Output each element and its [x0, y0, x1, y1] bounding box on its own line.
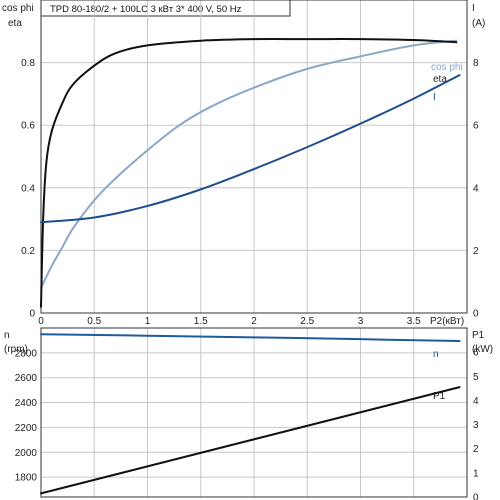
series-line-n	[40, 333, 461, 343]
series-line-eta	[40, 38, 458, 308]
right-axis-label-current: I	[472, 3, 475, 14]
bottom-left-axis-label: n	[4, 330, 10, 341]
series-line-p1	[40, 386, 461, 495]
top-right-tick-label: 4	[473, 183, 479, 194]
x-tick-label: 3	[358, 316, 364, 327]
left-axis-label-eta: eta	[8, 18, 22, 29]
bottom-left-tick-label: 1800	[15, 473, 38, 484]
bottom-right-axis-label: P1	[472, 330, 485, 341]
top-right-tick-label: 0	[473, 309, 479, 320]
top-right-tick-label: 2	[473, 246, 479, 257]
bottom-left-tick-label: 2200	[15, 423, 38, 434]
left-axis-label-cos-phi: cos phi	[2, 3, 34, 14]
top-left-tick-label: 0.4	[21, 183, 35, 194]
top-plot-frame	[40, 0, 468, 314]
top-left-tick-label: 0.6	[21, 121, 35, 132]
right-axis-unit-current: (A)	[472, 18, 485, 29]
x-axis-label: P2(кВт)	[430, 316, 464, 327]
bottom-right-tick-label: 2	[473, 444, 479, 455]
top-left-tick-label: 0	[29, 309, 35, 320]
series-label-eta: eta	[433, 74, 447, 85]
top-right-tick-label: 6	[473, 121, 479, 132]
x-tick-label: 1.5	[194, 316, 208, 327]
x-tick-label: 2.5	[300, 316, 314, 327]
bottom-right-axis-unit: (kW)	[472, 344, 493, 355]
x-tick-label: 2	[251, 316, 257, 327]
x-tick-label: 3.5	[407, 316, 421, 327]
top-left-tick-label: 0.2	[21, 246, 35, 257]
bottom-left-tick-label: 2600	[15, 373, 38, 384]
x-tick-label: 0.5	[87, 316, 101, 327]
bottom-right-tick-label: 3	[473, 420, 479, 431]
series-line-cos-phi	[40, 39, 458, 289]
bottom-right-tick-label: 5	[473, 372, 479, 383]
bottom-left-tick-label: 2400	[15, 398, 38, 409]
series-label-cos-phi: cos phi	[431, 62, 463, 73]
bottom-left-tick-label: 2800	[15, 348, 38, 359]
bottom-left-axis-unit: (rpm)	[4, 344, 28, 355]
top-right-tick-label: 8	[473, 58, 479, 69]
chart-title: TPD 80-180/2 + 100LC 3 кВт 3* 400 V, 50 …	[50, 4, 242, 15]
x-tick-label: 0	[38, 316, 44, 327]
series-label-p1: P1	[433, 391, 446, 402]
bottom-plot-frame	[40, 327, 468, 498]
bottom-right-tick-label: 6	[473, 348, 479, 359]
top-left-tick-label: 0.8	[21, 58, 35, 69]
series-label-speed: n	[433, 349, 439, 360]
bottom-right-tick-label: 0	[473, 493, 479, 500]
series-line-i	[40, 74, 461, 224]
bottom-right-tick-label: 4	[473, 396, 479, 407]
bottom-right-tick-label: 1	[473, 468, 479, 479]
series-label-current: I	[433, 92, 436, 103]
x-tick-label: 1	[145, 316, 151, 327]
bottom-left-tick-label: 2000	[15, 448, 38, 459]
